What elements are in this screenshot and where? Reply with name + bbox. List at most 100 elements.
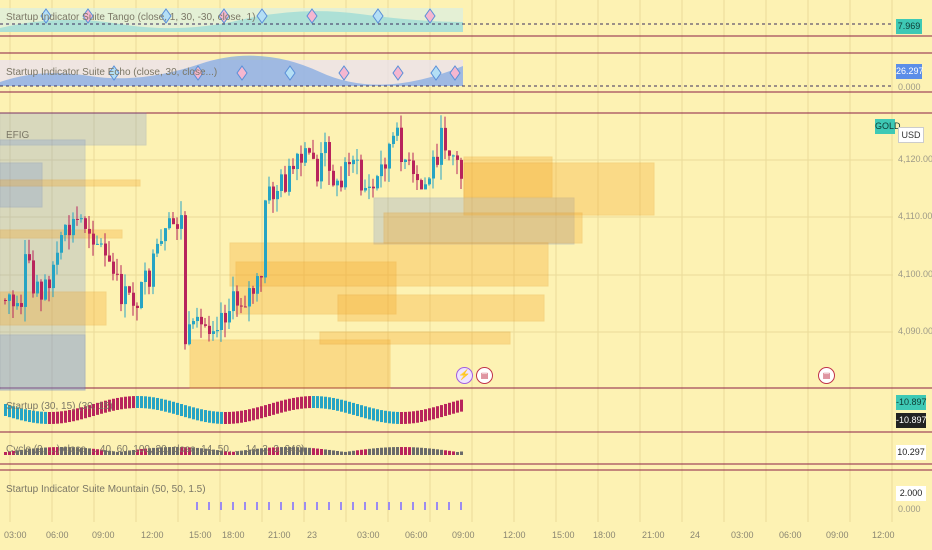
demand-zone — [0, 112, 147, 146]
candle-body — [440, 127, 443, 165]
oscillator-bar — [436, 406, 439, 419]
currency-button[interactable]: USD — [898, 127, 924, 143]
oscillator-bar — [72, 409, 75, 422]
candle-body — [132, 292, 135, 306]
oscillator-bar — [244, 410, 247, 423]
oscillator-bar — [380, 410, 383, 423]
candle-body — [340, 180, 343, 188]
echo-pane-label: Startup Indicator Suite Echo (close, 30,… — [6, 67, 218, 78]
histogram-bar — [148, 448, 151, 455]
oscillator-bar — [124, 396, 127, 409]
histogram-bar — [252, 449, 255, 455]
histogram-bar — [20, 449, 23, 455]
oscillator-bar — [272, 402, 275, 415]
candle-body — [308, 148, 311, 153]
mountain-axis-zero: 0.000 — [898, 504, 921, 514]
histogram-bar — [460, 451, 463, 455]
candle-body — [196, 316, 199, 322]
histogram-bar — [144, 448, 147, 455]
histogram-bar — [276, 447, 279, 455]
oscillator-bar — [316, 396, 319, 409]
echo-diamond — [284, 65, 296, 81]
histogram-bar — [424, 448, 427, 455]
histogram-bar — [288, 447, 291, 455]
oscillator-bar — [120, 397, 123, 410]
echo-diamond — [449, 65, 461, 81]
price-tick: 4,110.000 — [898, 211, 932, 221]
oscillator-bar — [360, 405, 363, 418]
histogram-bar — [184, 447, 187, 455]
candle-body — [256, 276, 259, 294]
oscillator-bar — [368, 407, 371, 420]
oscillator-bar — [172, 401, 175, 414]
candle-body — [276, 190, 279, 200]
oscillator-bar — [144, 396, 147, 409]
histogram-bar — [132, 449, 135, 455]
lightning-event-icon[interactable]: ⚡ — [456, 367, 473, 384]
histogram-bar — [384, 447, 387, 455]
histogram-bar — [320, 448, 323, 455]
candle-body — [260, 276, 263, 278]
candle-body — [136, 305, 139, 308]
candle-body — [280, 174, 283, 191]
candle-body — [376, 176, 379, 189]
echo-diamond — [338, 65, 350, 81]
oscillator-bar — [444, 403, 447, 416]
us-flag-icon[interactable]: ▤ — [818, 367, 835, 384]
oscillator-bar — [216, 411, 219, 424]
oscillator-bar — [104, 400, 107, 413]
candle-body — [284, 174, 287, 192]
histogram-bar — [116, 451, 119, 455]
oscillator-bar — [208, 410, 211, 423]
candle-body — [296, 153, 299, 170]
oscillator-bar — [176, 402, 179, 415]
histogram-bar — [140, 449, 143, 455]
candle-body — [44, 279, 47, 300]
oscillator-bar — [220, 411, 223, 424]
histogram-bar — [420, 447, 423, 455]
histogram-bar — [120, 451, 123, 455]
histogram-bar — [380, 447, 383, 455]
histogram-bar — [76, 447, 79, 455]
tango-pane-label: Startup Indicator Suite Tango (close, 1,… — [6, 12, 256, 23]
oscillator-bar — [260, 406, 263, 419]
oscillator-bar — [128, 396, 131, 409]
histogram-bar — [108, 450, 111, 455]
echo-axis-zero: 0.000 — [898, 82, 921, 92]
oscillator-bar — [340, 399, 343, 412]
mountain-bar — [436, 502, 438, 510]
candle-body — [436, 156, 439, 165]
time-axis-label: 06:00 — [779, 530, 802, 540]
histogram-bar — [292, 447, 295, 455]
echo-diamond — [108, 65, 120, 81]
mountain-bar — [424, 502, 426, 510]
histogram-bar — [344, 451, 347, 455]
candle-body — [168, 218, 171, 229]
candle-body — [124, 286, 127, 305]
time-axis-label: 23 — [307, 530, 318, 540]
candle-body — [384, 164, 387, 169]
candle-body — [164, 228, 167, 242]
supply-zone — [0, 179, 141, 187]
histogram-bar — [332, 450, 335, 455]
oscillator-bar — [440, 405, 443, 418]
oscillator-bar — [392, 411, 395, 424]
time-axis-label: 12:00 — [141, 530, 164, 540]
candle-body — [200, 316, 203, 325]
histogram-bar — [44, 447, 47, 455]
us-flag-icon[interactable]: ▤ — [476, 367, 493, 384]
echo-value-tag: 26.297 — [896, 64, 924, 79]
mountain-bar — [232, 502, 234, 510]
histogram-bar — [272, 447, 275, 455]
oscillator-bar — [280, 400, 283, 413]
tango-diamond — [256, 8, 268, 24]
candle-body — [416, 174, 419, 181]
echo-diamond — [192, 65, 204, 81]
candle-body — [300, 153, 303, 163]
mountain-bar — [292, 502, 294, 510]
oscillator-bar — [52, 411, 55, 424]
symbol-badge[interactable]: GOLD — [875, 119, 901, 134]
candle-body — [60, 235, 63, 253]
supply-zone — [337, 294, 545, 322]
